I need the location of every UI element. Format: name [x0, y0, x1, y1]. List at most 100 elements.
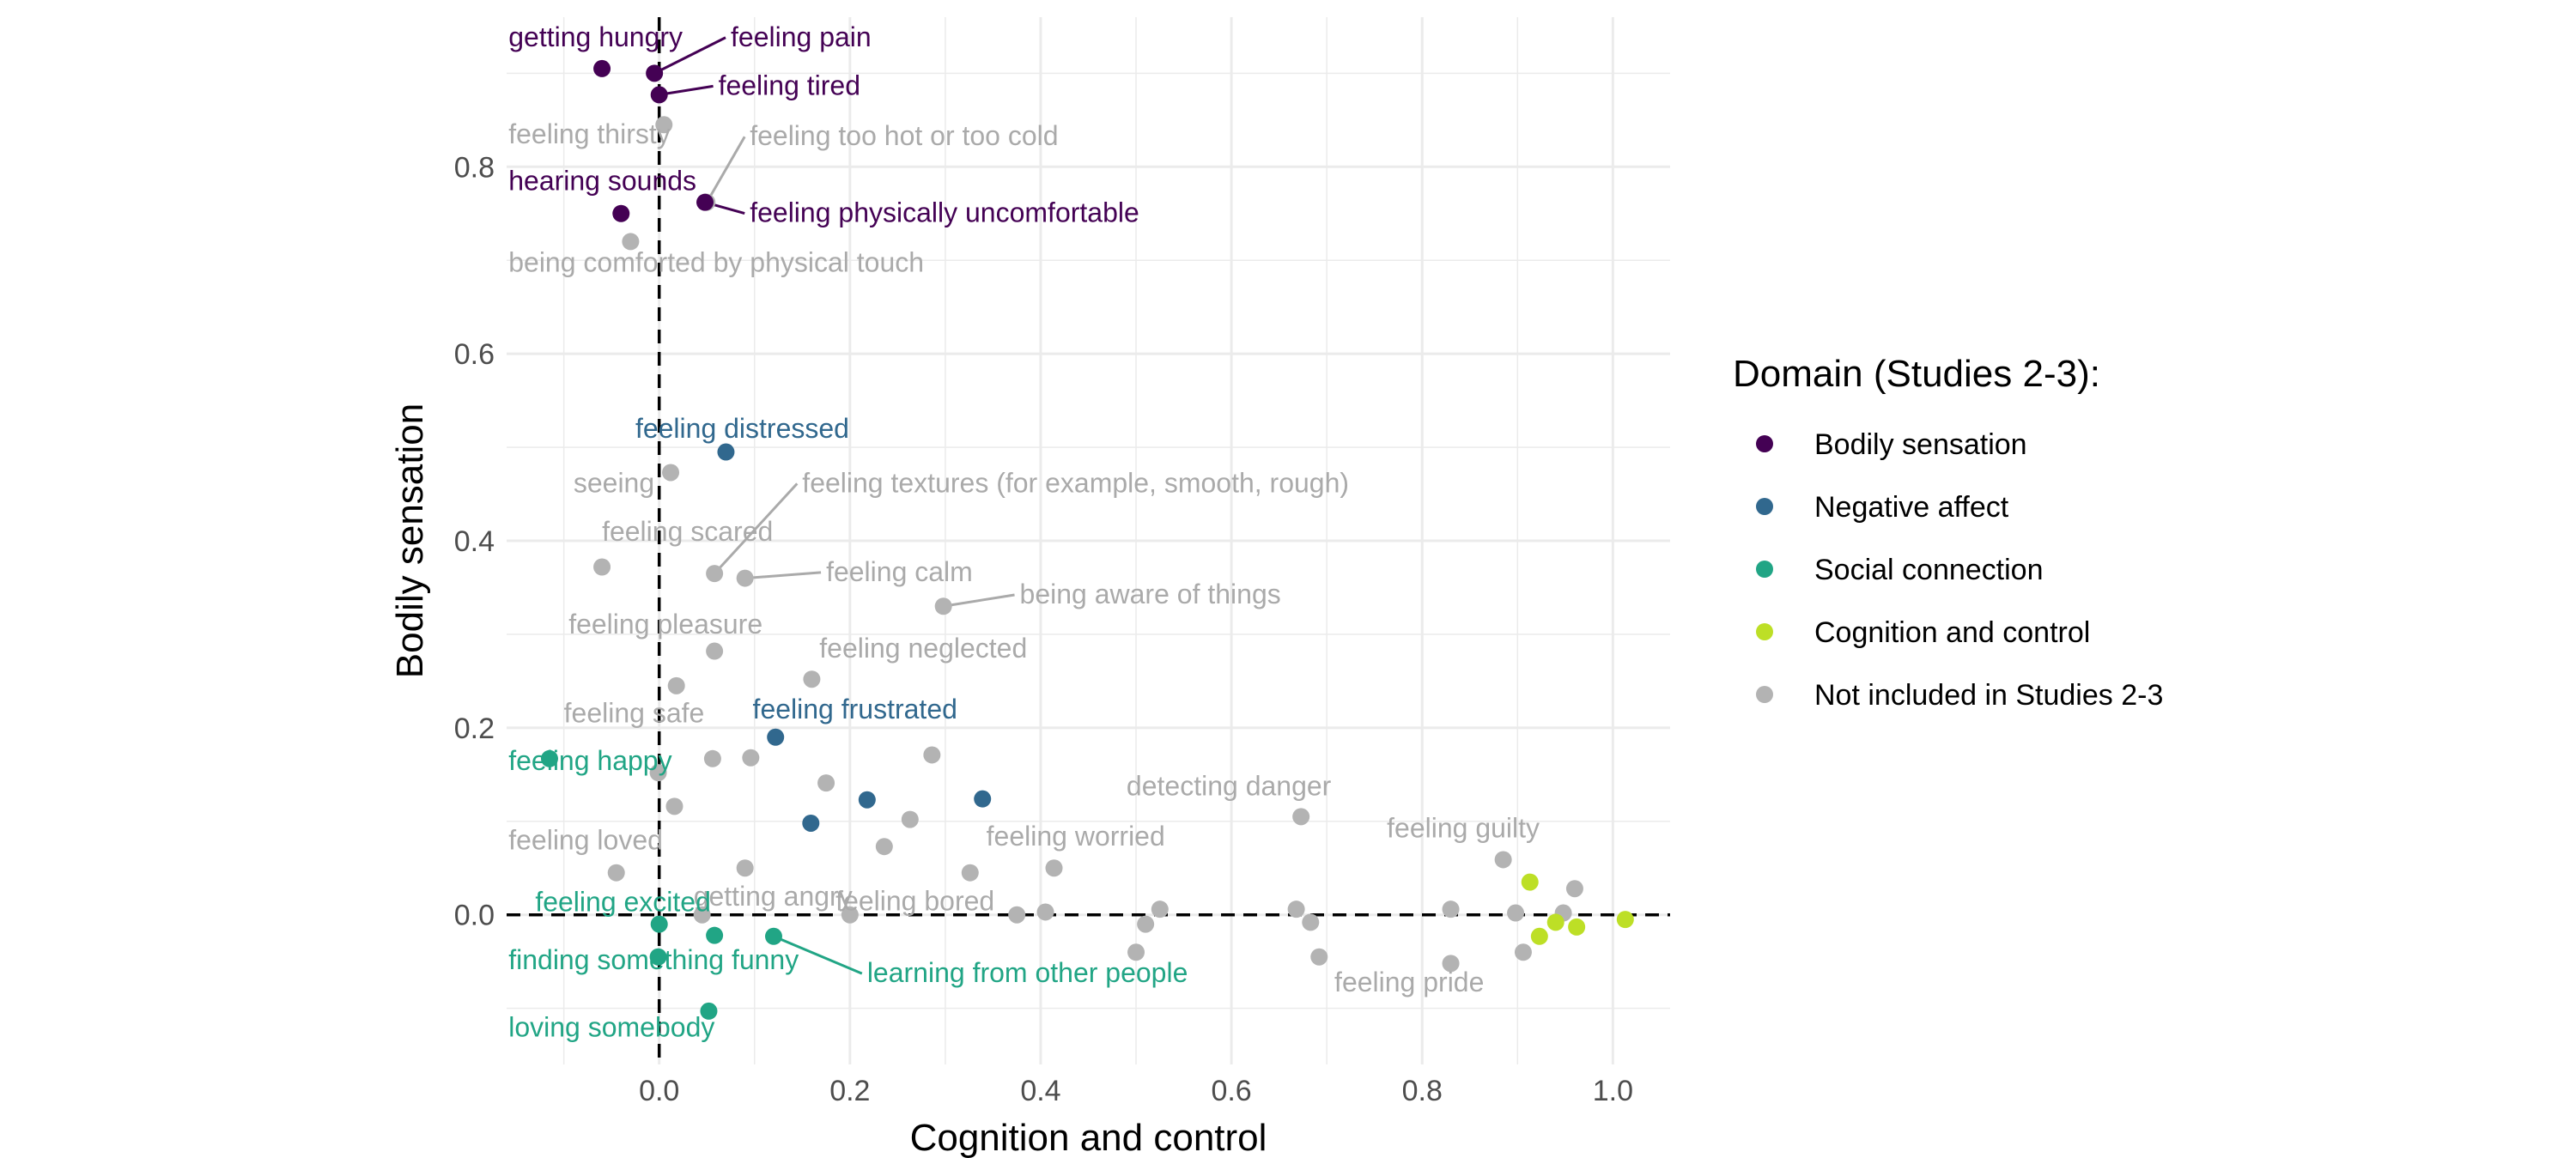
point-label: feeling physically uncomfortable — [750, 197, 1139, 228]
data-point — [1514, 943, 1532, 961]
point-label: finding something funny — [508, 944, 799, 975]
data-point — [646, 64, 664, 82]
data-point — [693, 906, 711, 924]
x-tick-label: 0.2 — [829, 1075, 870, 1107]
data-point — [1287, 900, 1305, 919]
point-label: feeling scared — [602, 516, 773, 547]
data-point — [1616, 911, 1634, 929]
data-point — [649, 764, 667, 782]
data-point — [593, 59, 611, 77]
point-label: feeling loved — [508, 824, 663, 855]
data-point — [1310, 948, 1328, 966]
data-point — [1442, 955, 1460, 973]
point-label: feeling pain — [731, 21, 872, 52]
point-label: learning from other people — [867, 957, 1188, 988]
label-leader-line — [653, 36, 726, 75]
axis-ticks: 0.0 0.2 0.4 0.6 0.8 1.0 0.0 0.2 0.4 0.6 0.8 — [454, 151, 1633, 1107]
data-point — [706, 926, 724, 944]
y-tick-label: 0.6 — [454, 338, 495, 371]
legend-label: Not included in Studies 2-3 — [1814, 679, 2163, 712]
data-point — [858, 791, 876, 809]
data-point — [700, 1002, 718, 1020]
data-points — [540, 59, 1634, 1020]
data-point — [1036, 903, 1054, 921]
point-label: feeling too hot or too cold — [750, 120, 1058, 151]
data-point — [1137, 915, 1155, 933]
point-label: being comforted by physical touch — [508, 246, 924, 277]
data-point — [1565, 880, 1583, 898]
label-leader-line — [943, 593, 1015, 608]
data-point — [612, 204, 630, 222]
data-point — [934, 597, 952, 615]
point-label: feeling bored — [835, 885, 994, 916]
point-label: feeling safe — [564, 697, 705, 728]
legend-title: Domain (Studies 2-3): — [1733, 353, 2100, 395]
point-label: feeling guilty — [1387, 812, 1540, 843]
y-tick-label: 0.4 — [454, 525, 495, 558]
point-label: feeling tired — [719, 70, 860, 100]
data-point — [923, 746, 941, 764]
y-tick-label: 0.8 — [454, 151, 495, 184]
data-point — [901, 810, 919, 828]
data-point — [1292, 808, 1310, 826]
data-point — [540, 749, 558, 767]
reference-lines — [507, 17, 1670, 1064]
x-tick-label: 1.0 — [1593, 1075, 1633, 1107]
x-axis-title: Cognition and control — [910, 1117, 1267, 1158]
data-point — [706, 642, 724, 660]
data-point — [622, 233, 640, 251]
point-label: feeling worried — [987, 821, 1165, 852]
data-point — [1442, 900, 1460, 919]
data-point — [974, 790, 992, 808]
data-point — [655, 116, 673, 134]
point-label: feeling pleasure — [568, 609, 762, 640]
data-point — [742, 749, 760, 767]
data-point — [764, 927, 782, 945]
point-label: detecting danger — [1127, 770, 1332, 801]
data-point — [593, 558, 611, 576]
label-leader-line — [705, 136, 746, 203]
legend: Domain (Studies 2-3): Bodily sensation Ne… — [1733, 353, 2163, 712]
data-point — [607, 864, 625, 882]
point-label: feeling pride — [1334, 967, 1484, 997]
data-point — [1546, 913, 1564, 931]
data-point — [650, 86, 668, 104]
data-point — [650, 915, 668, 933]
label-leader-line — [659, 84, 714, 96]
point-label: seeing — [574, 467, 654, 498]
data-point — [1507, 904, 1525, 922]
data-point — [665, 797, 683, 815]
data-point — [961, 864, 979, 882]
point-label: feeling distressed — [635, 413, 849, 444]
data-point — [875, 838, 893, 856]
data-point — [1008, 906, 1026, 924]
y-axis-title: Bodily sensation — [389, 403, 431, 678]
data-point — [662, 464, 680, 482]
legend-label: Bodily sensation — [1814, 428, 2027, 461]
x-tick-label: 0.8 — [1402, 1075, 1443, 1107]
legend-key — [1756, 561, 1773, 578]
point-label: feeling neglected — [819, 633, 1027, 664]
point-label: feeling textures (for example, smooth, r… — [802, 467, 1349, 498]
data-point — [1521, 873, 1539, 891]
label-leaders — [653, 36, 1015, 975]
data-point — [817, 774, 835, 792]
data-point — [841, 906, 859, 924]
point-label: feeling frustrated — [753, 694, 957, 725]
point-label: feeling happy — [508, 745, 671, 776]
label-leader-line — [744, 571, 822, 580]
point-label: feeling thirsty — [508, 118, 671, 149]
legend-label: Cognition and control — [1814, 616, 2090, 649]
point-label: loving somebody — [508, 1011, 714, 1042]
label-leader-line — [773, 935, 863, 975]
data-point — [717, 443, 735, 461]
data-point — [1302, 913, 1320, 931]
data-point — [802, 814, 820, 832]
legend-key — [1756, 623, 1773, 640]
data-point — [706, 565, 724, 583]
data-point — [1151, 900, 1169, 919]
point-label: being aware of things — [1020, 579, 1281, 609]
legend-key — [1756, 435, 1773, 452]
x-tick-label: 0.4 — [1020, 1075, 1060, 1107]
data-point — [736, 859, 754, 877]
